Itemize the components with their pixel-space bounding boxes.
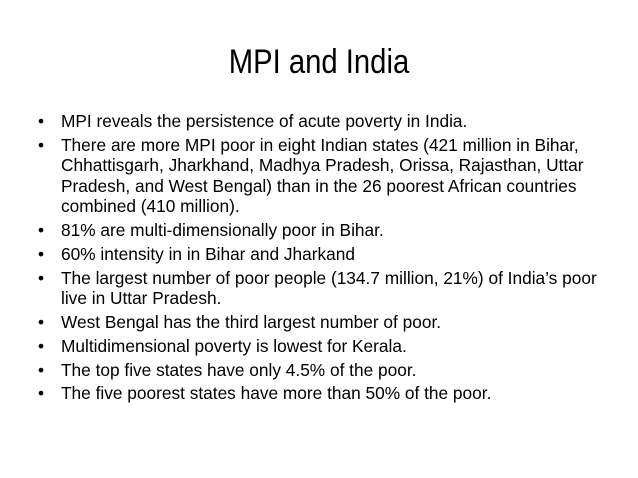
bullet-text: The five poorest states have more than 5… — [61, 383, 492, 404]
bullet-text: MPI reveals the persistence of acute pov… — [61, 111, 468, 131]
bullet-item: • The five poorest states have more than … — [38, 383, 618, 404]
bullet-item: • MPI reveals the persistence of acute po… — [38, 111, 618, 132]
bullet-text: The top five states have only 4.5% of th… — [61, 359, 417, 380]
bullet-dot: • — [38, 359, 45, 380]
bullet-text: West Bengal has the third largest number… — [61, 311, 442, 332]
bullet-item: • West Bengal has the third largest numbe… — [38, 312, 618, 333]
bullet-item: • The largest number of poor people (134.… — [38, 268, 618, 309]
bullet-text: There are more MPI poor in eight Indian … — [61, 134, 584, 217]
bullet-dot: • — [38, 383, 45, 404]
bullet-dot: • — [38, 111, 45, 131]
bullet-text: 60% intensity in in Bihar and Jharkand — [61, 243, 355, 264]
slide-title: MPI and India — [228, 43, 410, 81]
bullet-dot: • — [38, 243, 45, 264]
bullet-dot: • — [38, 311, 45, 332]
bullet-dot: • — [38, 267, 45, 288]
bullet-text: The largest number of poor people (134.7… — [61, 267, 597, 309]
bullet-text: 81% are multi-dimensionally poor in Biha… — [61, 220, 384, 241]
bullet-dot: • — [38, 335, 45, 356]
bullet-dot: • — [38, 134, 45, 155]
bullet-item: • 60% intensity in in Bihar and Jharkand — [38, 244, 618, 265]
bullet-item: • 81% are multi-dimensionally poor in Bih… — [38, 220, 618, 241]
bullet-list: • MPI reveals the persistence of acute po… — [38, 111, 618, 407]
bullet-item: • The top five states have only 4.5% of t… — [38, 360, 618, 381]
bullet-item: • Multidimensional poverty is lowest for … — [38, 336, 618, 357]
bullet-item: • There are more MPI poor in eight Indian… — [38, 135, 618, 217]
bullet-dot: • — [38, 220, 45, 241]
bullet-text: Multidimensional poverty is lowest for K… — [61, 335, 407, 356]
